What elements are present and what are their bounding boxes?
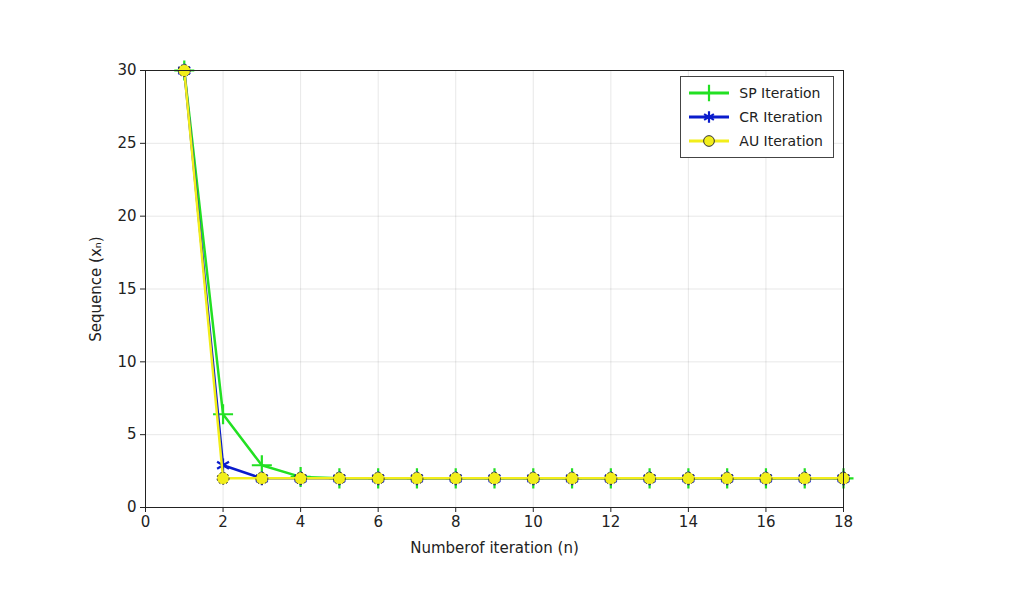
svg-text:5: 5 [127, 425, 137, 443]
svg-text:4: 4 [296, 513, 306, 531]
html-text:SP Iteration: SP Iteration [739, 85, 821, 101]
svg-text:Numberof iteration (n): Numberof iteration (n) [410, 539, 579, 557]
svg-text:25: 25 [117, 134, 136, 152]
svg-text:10: 10 [524, 513, 543, 531]
svg-text:6: 6 [373, 513, 383, 531]
svg-text:8: 8 [451, 513, 461, 531]
svg-text:0: 0 [141, 513, 151, 531]
svg-text:16: 16 [756, 513, 775, 531]
html-text:AU Iteration: AU Iteration [739, 133, 823, 149]
svg-text:14: 14 [679, 513, 698, 531]
svg-text:0: 0 [127, 498, 137, 516]
svg-text:Sequence (xₙ): Sequence (xₙ) [87, 236, 105, 341]
svg-text:30: 30 [117, 61, 136, 79]
svg-text:15: 15 [117, 280, 136, 298]
svg-text:18: 18 [834, 513, 853, 531]
svg-text:20: 20 [117, 207, 136, 225]
svg-text:2: 2 [218, 513, 228, 531]
svg-text:12: 12 [601, 513, 620, 531]
svg-text:10: 10 [117, 353, 136, 371]
html-text:CR Iteration: CR Iteration [739, 109, 823, 125]
